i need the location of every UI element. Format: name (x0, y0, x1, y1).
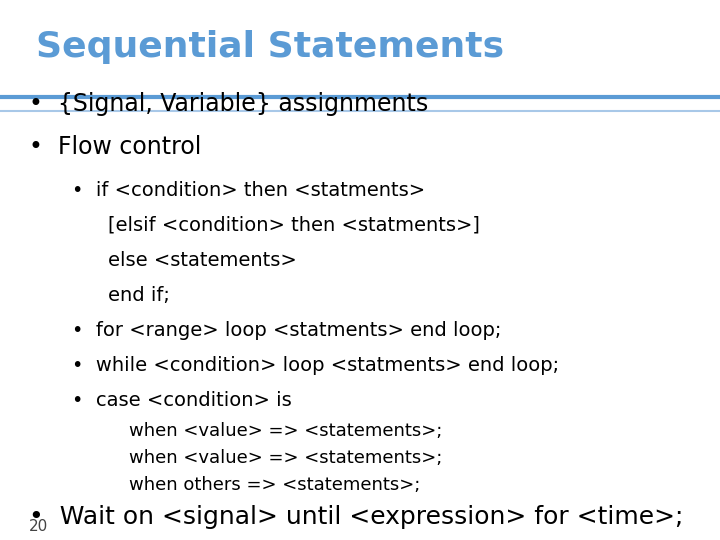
Text: •  {Signal, Variable} assignments: • {Signal, Variable} assignments (29, 92, 428, 116)
Text: when others => <statements>;: when others => <statements>; (83, 476, 420, 494)
Text: when <value> => <statements>;: when <value> => <statements>; (83, 422, 442, 440)
Text: •  for <range> loop <statments> end loop;: • for <range> loop <statments> end loop; (72, 321, 501, 340)
Text: [elsif <condition> then <statments>]: [elsif <condition> then <statments>] (83, 216, 480, 235)
Text: •  if <condition> then <statments>: • if <condition> then <statments> (72, 181, 425, 200)
Text: •  Wait on <signal> until <expression> for <time>;: • Wait on <signal> until <expression> fo… (29, 505, 683, 529)
Text: end if;: end if; (83, 286, 170, 305)
Text: when <value> => <statements>;: when <value> => <statements>; (83, 449, 442, 467)
Text: •  case <condition> is: • case <condition> is (72, 392, 292, 410)
Text: Sequential Statements: Sequential Statements (36, 30, 504, 64)
Text: •  while <condition> loop <statments> end loop;: • while <condition> loop <statments> end… (72, 356, 559, 375)
Text: else <statements>: else <statements> (83, 251, 297, 270)
Text: 20: 20 (29, 518, 48, 534)
Text: •  Flow control: • Flow control (29, 136, 201, 159)
